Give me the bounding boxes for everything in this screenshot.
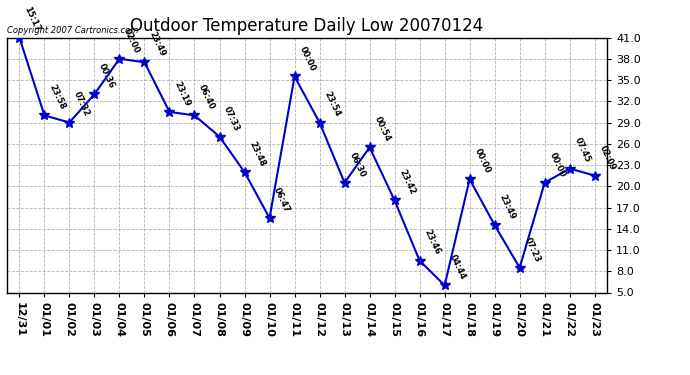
Text: 07:45: 07:45 bbox=[573, 136, 592, 164]
Text: 23:49: 23:49 bbox=[497, 193, 517, 221]
Text: 23:19: 23:19 bbox=[172, 80, 192, 108]
Text: 23:54: 23:54 bbox=[322, 90, 342, 118]
Text: 07:33: 07:33 bbox=[222, 105, 242, 132]
Text: 04:44: 04:44 bbox=[447, 253, 467, 281]
Text: 00:00: 00:00 bbox=[473, 147, 492, 175]
Text: 00:00: 00:00 bbox=[297, 45, 317, 72]
Text: 07:32: 07:32 bbox=[72, 90, 92, 118]
Text: 06:47: 06:47 bbox=[273, 186, 292, 214]
Text: 00:54: 00:54 bbox=[373, 115, 392, 143]
Text: 00:36: 00:36 bbox=[97, 62, 117, 90]
Text: 23:48: 23:48 bbox=[247, 140, 267, 168]
Text: 02:09: 02:09 bbox=[598, 144, 617, 171]
Text: 23:58: 23:58 bbox=[47, 83, 67, 111]
Title: Outdoor Temperature Daily Low 20070124: Outdoor Temperature Daily Low 20070124 bbox=[130, 16, 484, 34]
Text: 23:46: 23:46 bbox=[422, 228, 442, 256]
Text: 06:40: 06:40 bbox=[197, 83, 217, 111]
Text: 23:49: 23:49 bbox=[147, 30, 167, 58]
Text: 06:30: 06:30 bbox=[347, 151, 366, 178]
Text: 23:42: 23:42 bbox=[397, 168, 417, 196]
Text: 15:17: 15:17 bbox=[22, 5, 41, 33]
Text: 07:23: 07:23 bbox=[522, 236, 542, 264]
Text: Copyright 2007 Cartronics.com: Copyright 2007 Cartronics.com bbox=[7, 26, 138, 35]
Text: 02:00: 02:00 bbox=[122, 27, 141, 55]
Text: 00:00: 00:00 bbox=[547, 151, 566, 178]
